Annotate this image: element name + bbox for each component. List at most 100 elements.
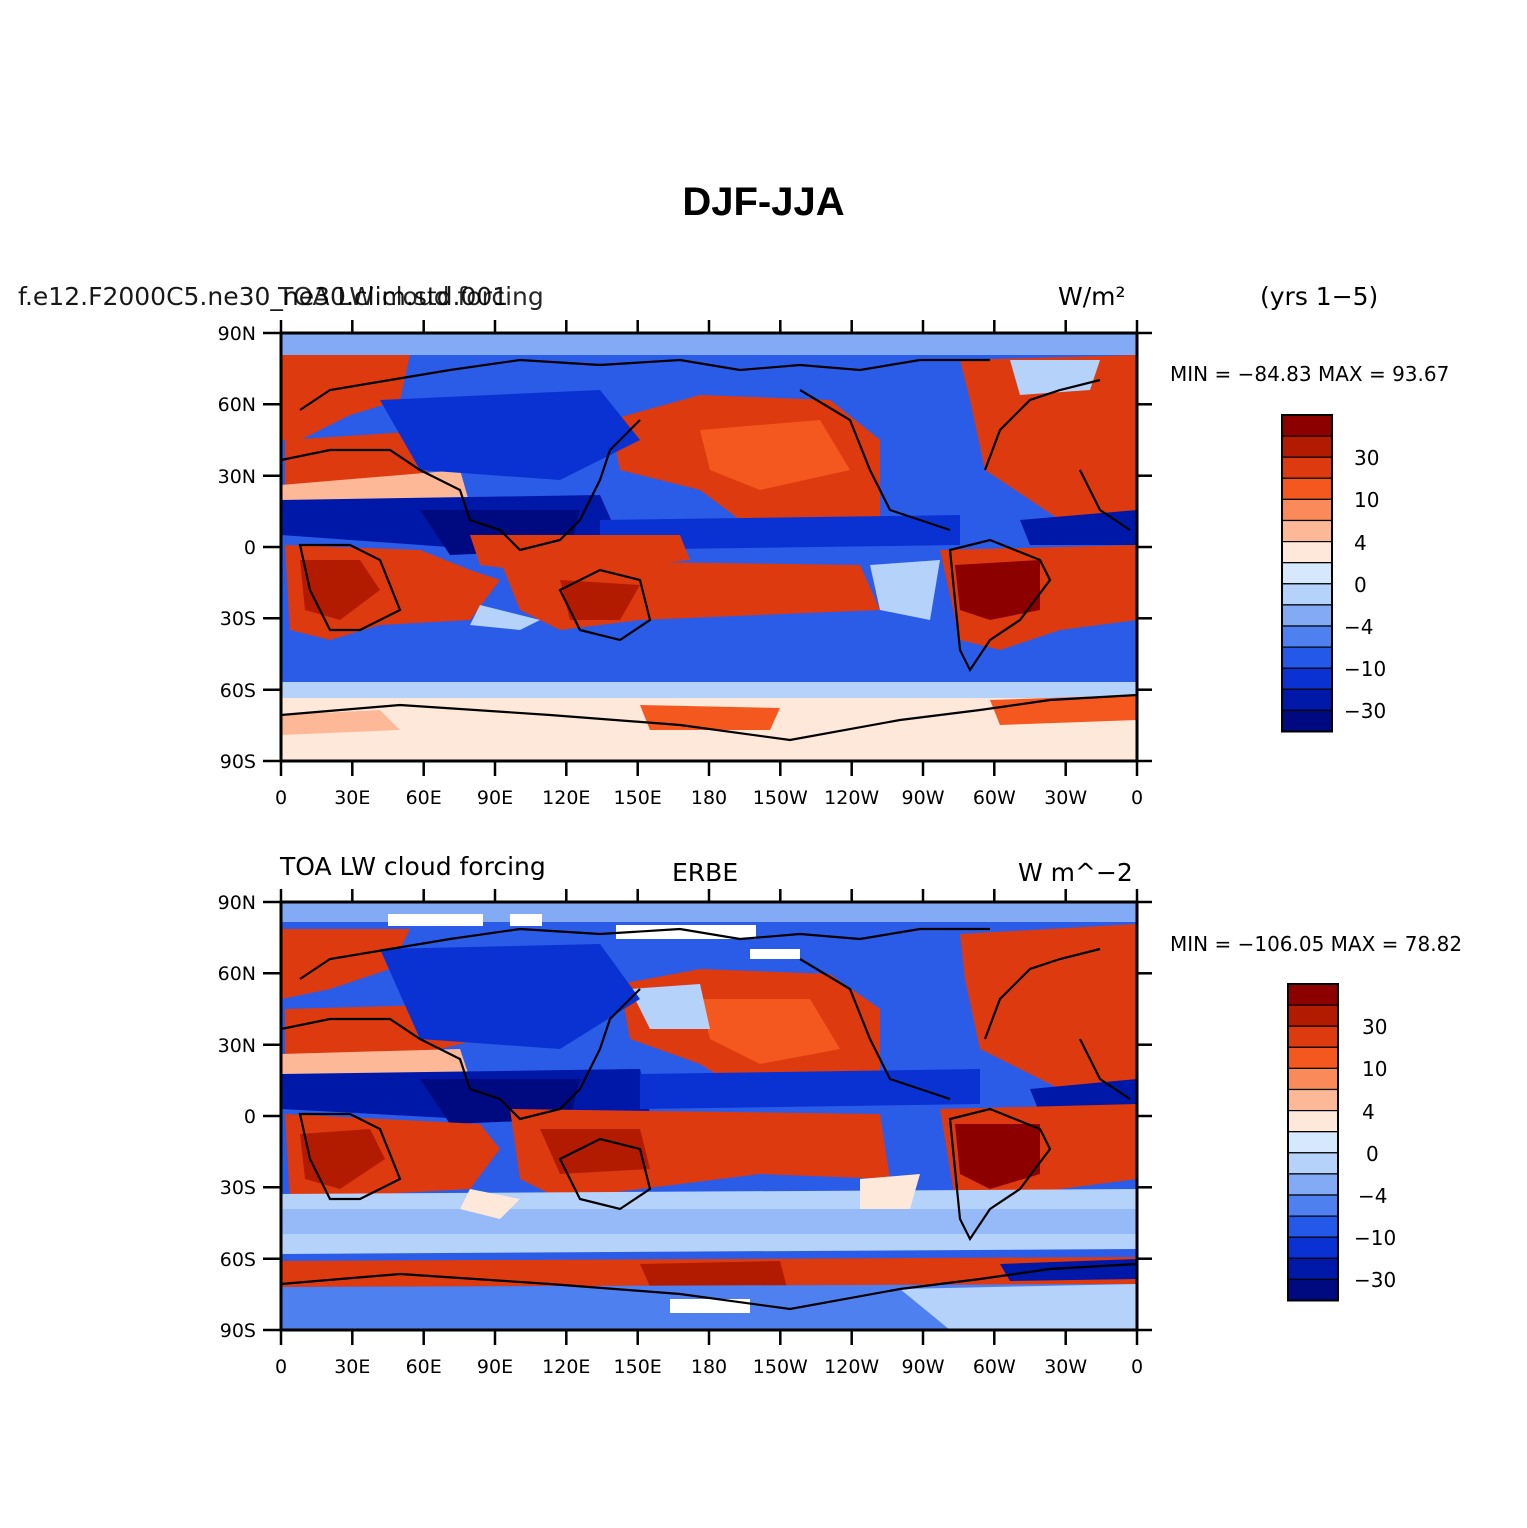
colorbar-label: 10: [1362, 1057, 1387, 1081]
lon-label: 60W: [973, 787, 1016, 809]
lat-label: 30N: [218, 466, 256, 488]
panel2-map: 90N 60N 30N 0 30S 60S 90S 0 30E 60E 90E …: [218, 889, 1152, 1378]
colorbar-swatch: [1287, 983, 1339, 1006]
panel1-lon-ticks: [279, 320, 1139, 776]
panel2-min-max: MIN = −106.05 MAX = 78.82: [1170, 932, 1463, 956]
colorbar-swatch: [1281, 435, 1333, 458]
colorbar-swatch: [1287, 1110, 1339, 1133]
colorbar-label: 0: [1354, 573, 1367, 597]
lon-label: 30W: [1044, 1356, 1087, 1378]
colorbar-swatch: [1287, 1046, 1339, 1070]
lon-label: 150W: [753, 1356, 808, 1378]
panel1-variable-title: TOA LW cloud forcing: [278, 282, 544, 311]
lon-label: 120W: [824, 787, 879, 809]
colorbar-label: 4: [1354, 531, 1367, 555]
colorbar-swatch: [1281, 667, 1333, 690]
colorbar-swatch: [1287, 1278, 1339, 1302]
lon-label: 180: [691, 787, 727, 809]
lat-label: 30N: [218, 1035, 256, 1057]
panel1-colorbar-swatches: [1281, 414, 1333, 733]
colorbar-swatch: [1281, 583, 1333, 606]
panel2-variable-title: TOA LW cloud forcing: [280, 852, 546, 881]
colorbar-swatch: [1281, 541, 1333, 564]
panel1-lat-ticks: [263, 331, 1152, 763]
lon-label: 30E: [334, 1356, 370, 1378]
panel2-colorbar: 30 10 4 0 −4 −10 −30: [1287, 983, 1396, 1302]
colorbar-label: −4: [1344, 615, 1373, 639]
panel1-years: (yrs 1−5): [1260, 282, 1379, 311]
colorbar-swatch: [1287, 1236, 1339, 1259]
panel2-field: [281, 902, 1137, 1330]
panel2-colorbar-labels: 30 10 4 0 −4 −10 −30: [1354, 1015, 1396, 1292]
colorbar-swatch: [1281, 456, 1333, 479]
lat-label: 90S: [220, 751, 256, 773]
lon-label: 60E: [406, 787, 442, 809]
lon-label: 150E: [614, 1356, 662, 1378]
lon-label: 120E: [542, 1356, 590, 1378]
colorbar-swatch: [1287, 1131, 1339, 1154]
colorbar-swatch: [1281, 477, 1333, 501]
lon-label: 150E: [614, 787, 662, 809]
panel1-min-max: MIN = −84.83 MAX = 93.67: [1170, 362, 1450, 386]
colorbar-swatch: [1281, 562, 1333, 585]
colorbar-swatch: [1287, 1215, 1339, 1238]
colorbar-label: −30: [1344, 699, 1386, 723]
lon-label: 120W: [824, 1356, 879, 1378]
lat-label: 60S: [220, 1249, 256, 1271]
lat-label: 90N: [218, 323, 256, 345]
colorbar-swatch: [1287, 1004, 1339, 1027]
panel2-lon-ticks: [279, 889, 1139, 1345]
lat-label: 60N: [218, 963, 256, 985]
panel2-lon-labels: 0 30E 60E 90E 120E 150E 180 150W 120W 90…: [275, 1356, 1143, 1378]
colorbar-label: 30: [1362, 1015, 1387, 1039]
colorbar-label: −10: [1344, 657, 1386, 681]
lat-label: 90N: [218, 892, 256, 914]
colorbar-label: −30: [1354, 1268, 1396, 1292]
lon-label: 150W: [753, 787, 808, 809]
panel1-coastlines: [281, 358, 1137, 742]
colorbar-swatch: [1287, 1088, 1339, 1112]
panel1-map: 90N 60N 30N 0 30S 60S 90S 0 30E 60E 90E …: [218, 320, 1152, 809]
colorbar-swatch: [1287, 1152, 1339, 1175]
colorbar-label: −10: [1354, 1226, 1396, 1250]
panel1-lat-labels: 90N 60N 30N 0 30S 60S 90S: [218, 323, 256, 773]
lon-label: 90E: [477, 787, 513, 809]
lon-label: 0: [1131, 1356, 1143, 1378]
colorbar-swatch: [1281, 498, 1333, 522]
colorbar-swatch: [1287, 1194, 1339, 1217]
lon-label: 180: [691, 1356, 727, 1378]
colorbar-frame: [1281, 414, 1333, 733]
lon-label: 90W: [902, 787, 945, 809]
panel2-colorbar-swatches: [1287, 983, 1339, 1302]
lon-label: 60E: [406, 1356, 442, 1378]
lat-label: 0: [244, 1106, 256, 1128]
lon-label: 90E: [477, 1356, 513, 1378]
lon-label: 120E: [542, 787, 590, 809]
panel1-field: [281, 333, 1137, 761]
panel1-colorbar: 30 10 4 0 −4 −10 −30: [1281, 414, 1386, 733]
colorbar-label: 10: [1354, 488, 1379, 512]
colorbar-swatch: [1281, 604, 1333, 627]
colorbar-swatch: [1281, 625, 1333, 648]
colorbar-swatch: [1281, 688, 1333, 711]
lon-label: 60W: [973, 1356, 1016, 1378]
figure-title: DJF-JJA: [682, 180, 845, 224]
colorbar-label: 30: [1354, 446, 1379, 470]
colorbar-label: 4: [1362, 1100, 1375, 1124]
colorbar-swatch: [1281, 646, 1333, 669]
lat-label: 30S: [220, 608, 256, 630]
lat-label: 90S: [220, 1320, 256, 1342]
panel1-lon-labels: 0 30E 60E 90E 120E 150E 180 150W 120W 90…: [275, 787, 1143, 809]
colorbar-swatch: [1287, 1067, 1339, 1091]
colorbar-swatch: [1281, 709, 1333, 733]
panel1-units: W/m²: [1058, 282, 1126, 311]
panel1-case-name: f.e12.F2000C5.ne30_ne30.clim.std.001: [18, 282, 509, 311]
panel2-units: W m^−2: [1018, 858, 1133, 887]
lat-label: 60N: [218, 394, 256, 416]
lon-label: 0: [1131, 787, 1143, 809]
panel2-lat-labels: 90N 60N 30N 0 30S 60S 90S: [218, 892, 256, 1342]
colorbar-swatch: [1287, 1173, 1339, 1196]
colorbar-frame: [1287, 983, 1339, 1302]
colorbar-swatch: [1287, 1025, 1339, 1048]
panel2-lat-ticks: [263, 900, 1152, 1332]
